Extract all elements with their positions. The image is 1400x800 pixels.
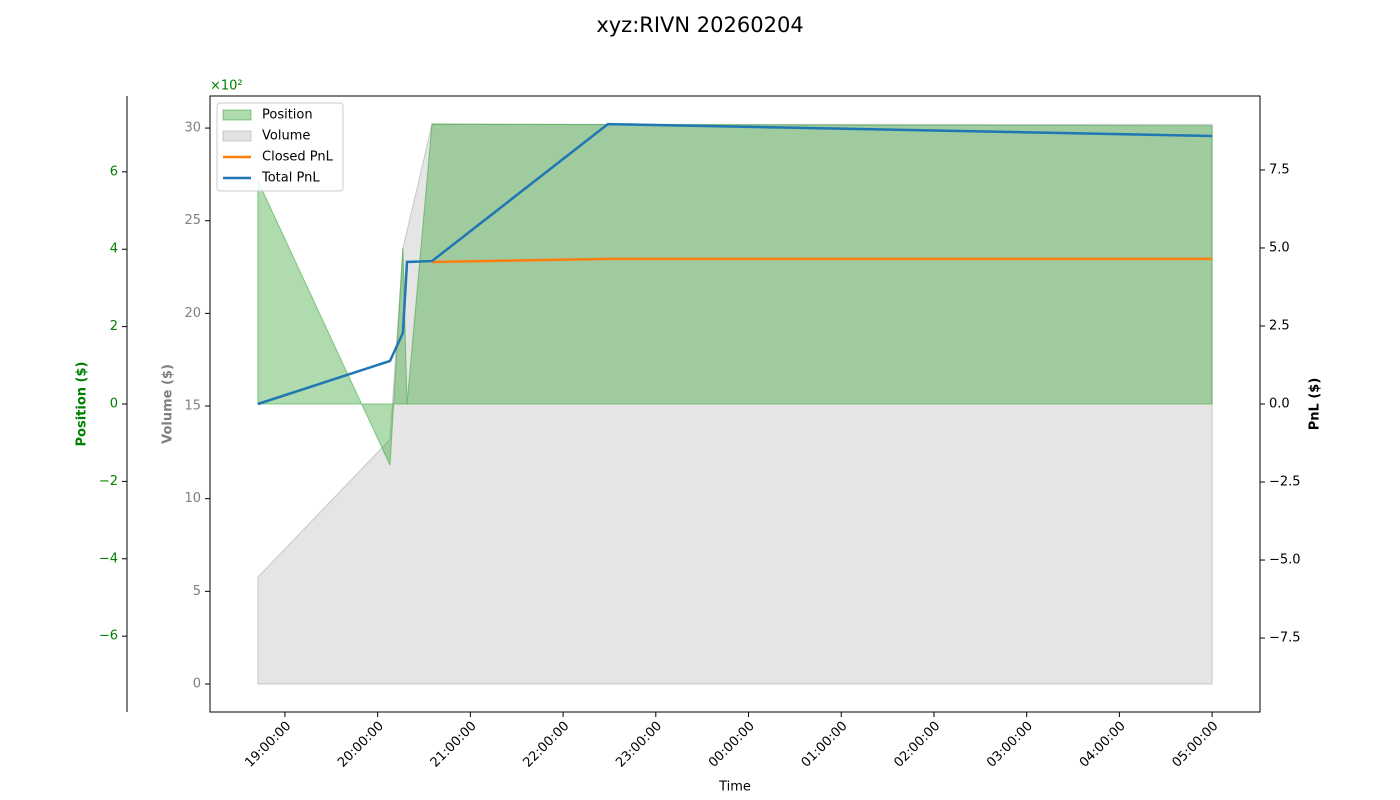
legend-label: Closed PnL [262, 150, 334, 165]
y-axis-label: Position ($) [75, 362, 90, 447]
y-tick-label: 10 [184, 491, 201, 506]
y-tick-label: 5 [193, 584, 201, 599]
y-tick-label: −7.5 [1269, 631, 1301, 646]
x-axis-label: Time [718, 780, 751, 795]
area [257, 123, 1213, 466]
y-tick-label: −2.5 [1269, 475, 1301, 490]
x-tick-label: 04:00:00 [1077, 719, 1129, 771]
legend-swatch [222, 130, 252, 142]
x-tick-label: 19:00:00 [242, 719, 294, 771]
line [257, 122, 1213, 406]
legend-label: Total PnL [261, 171, 320, 186]
y-tick-label: 2.5 [1269, 318, 1290, 333]
x-tick-label: 05:00:00 [1170, 719, 1222, 771]
x-tick-label: 00:00:00 [706, 719, 758, 771]
y-tick-label: 0 [193, 677, 201, 692]
legend-swatch [222, 109, 252, 121]
y-tick-label: 6 [110, 164, 118, 179]
offset-text: ×10² [210, 79, 243, 94]
y-tick-label: 0 [110, 397, 118, 412]
chart-title: xyz:RIVN 20260204 [596, 13, 803, 37]
x-tick-label: 23:00:00 [613, 719, 665, 771]
y-tick-label: −6 [99, 629, 118, 644]
y-tick-label: −2 [99, 474, 118, 489]
legend-label: Position [262, 108, 313, 123]
y-tick-label: 20 [184, 306, 201, 321]
x-tick-label: 01:00:00 [799, 719, 851, 771]
x-tick-label: 02:00:00 [891, 719, 943, 771]
y-tick-label: 30 [184, 121, 201, 136]
y-axis-label: Volume ($) [161, 364, 176, 444]
y-tick-label: 15 [184, 399, 201, 414]
y-tick-label: 0.0 [1269, 397, 1290, 412]
x-tick-label: 21:00:00 [428, 719, 480, 771]
y-tick-label: 25 [184, 213, 201, 228]
y-tick-label: −5.0 [1269, 553, 1301, 568]
y-tick-label: 5.0 [1269, 240, 1290, 255]
y-tick-label: 7.5 [1269, 162, 1290, 177]
y-axis-label: PnL ($) [1308, 378, 1323, 431]
x-tick-label: 03:00:00 [984, 719, 1036, 771]
line [431, 257, 1213, 264]
legend-box [216, 102, 344, 192]
legend-label: Volume [262, 129, 310, 144]
x-tick-label: 20:00:00 [335, 719, 387, 771]
x-tick-label: 22:00:00 [520, 719, 572, 771]
y-tick-label: 2 [110, 319, 118, 334]
y-tick-label: 4 [110, 242, 118, 257]
y-tick-label: −4 [99, 551, 118, 566]
